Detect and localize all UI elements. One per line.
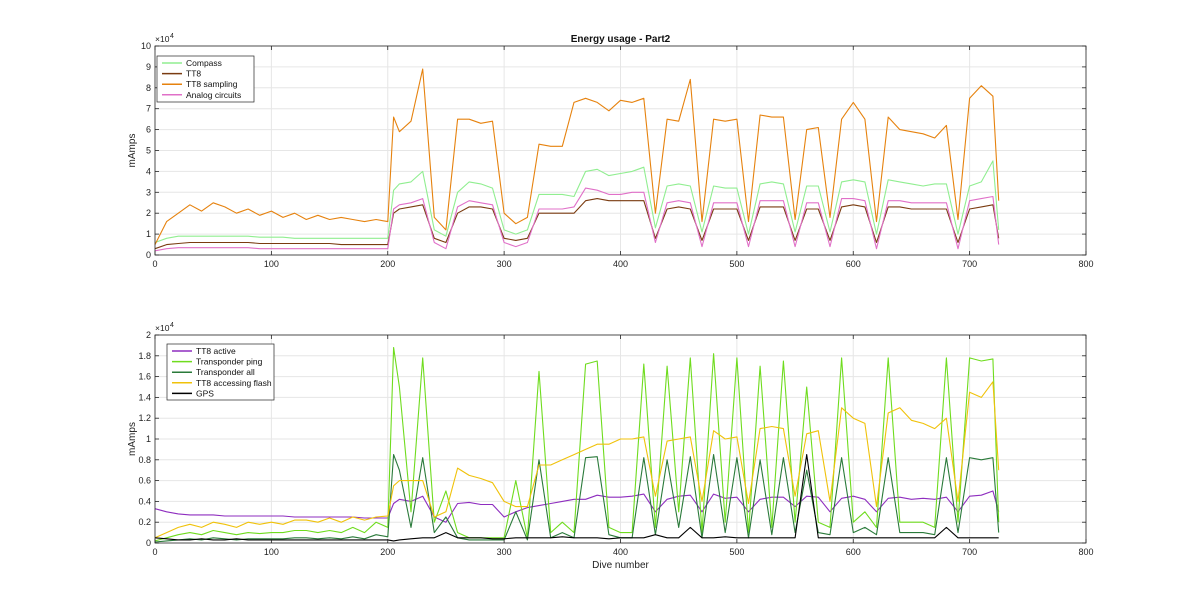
y-tick-label: 1	[146, 229, 151, 239]
y-exponent: 4	[170, 33, 174, 40]
y-exponent-base: ×10	[155, 323, 170, 333]
legend-label: Transponder ping	[196, 357, 263, 367]
y-tick-label: 1.6	[138, 372, 151, 382]
x-tick-label: 400	[613, 259, 628, 269]
series-line-gps	[154, 454, 999, 542]
y-tick-label: 1.8	[138, 351, 151, 361]
y-tick-label: 8	[146, 83, 151, 93]
y-tick-label: 6	[146, 125, 151, 135]
y-tick-label: 2	[146, 330, 151, 340]
y-exponent: 4	[170, 322, 174, 329]
y-tick-label: 4	[146, 166, 151, 176]
x-tick-label: 0	[152, 547, 157, 557]
y-tick-label: 2	[146, 208, 151, 218]
y-tick-label: 1	[146, 434, 151, 444]
x-tick-label: 300	[497, 547, 512, 557]
y-tick-label: 0	[146, 538, 151, 548]
y-tick-label: 0.4	[138, 496, 151, 506]
x-tick-label: 600	[846, 259, 861, 269]
series-line-tt8-active	[154, 490, 1000, 523]
y-tick-label: 9	[146, 62, 151, 72]
x-tick-label: 600	[846, 547, 861, 557]
x-tick-label: 500	[729, 259, 744, 269]
x-tick-label: 100	[264, 259, 279, 269]
legend-label: Compass	[186, 58, 222, 68]
y-tick-label: 10	[141, 41, 151, 51]
series-line-analog-circuits	[154, 187, 1000, 252]
x-axis-label: Dive number	[592, 560, 649, 571]
y-tick-label: 1.2	[138, 413, 151, 423]
x-tick-label: 300	[497, 259, 512, 269]
y-tick-label: 0.6	[138, 476, 151, 486]
x-tick-label: 700	[962, 547, 977, 557]
y-tick-label: 0.2	[138, 517, 151, 527]
series-line-compass	[154, 160, 1000, 244]
x-tick-label: 0	[152, 259, 157, 269]
legend-label: TT8 accessing flash	[196, 378, 272, 388]
x-tick-label: 400	[613, 547, 628, 557]
legend-label: GPS	[196, 388, 214, 398]
y-tick-label: 3	[146, 187, 151, 197]
x-tick-label: 700	[962, 259, 977, 269]
x-tick-label: 800	[1078, 259, 1093, 269]
x-tick-label: 800	[1078, 547, 1093, 557]
x-tick-label: 500	[729, 547, 744, 557]
y-tick-label: 0	[146, 250, 151, 260]
legend-label: TT8 active	[196, 346, 236, 356]
series-line-tt8-accessing-flash	[154, 381, 1000, 539]
legend-label: Transponder all	[196, 367, 255, 377]
legend-label: Analog circuits	[186, 90, 241, 100]
legend-label: TT8	[186, 69, 201, 79]
y-tick-label: 7	[146, 104, 151, 114]
x-tick-label: 200	[380, 547, 395, 557]
series-line-transponder-ping	[154, 346, 1000, 542]
x-tick-label: 100	[264, 547, 279, 557]
chart-title: Energy usage - Part2	[571, 34, 671, 45]
y-axis-label: mAmps	[127, 422, 138, 456]
y-axis-label: mAmps	[127, 134, 138, 168]
y-tick-label: 5	[146, 146, 151, 156]
legend-label: TT8 sampling	[186, 79, 238, 89]
y-tick-label: 0.8	[138, 455, 151, 465]
y-tick-label: 1.4	[138, 392, 151, 402]
series-line-tt8	[154, 198, 1000, 250]
y-exponent-base: ×10	[155, 34, 170, 44]
x-tick-label: 200	[380, 259, 395, 269]
series-line-tt8-sampling	[154, 68, 1000, 245]
